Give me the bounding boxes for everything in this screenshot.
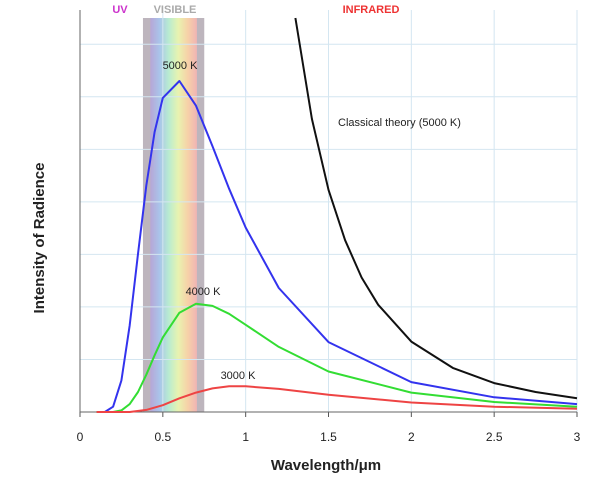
series-label: 5000 K xyxy=(163,60,199,72)
visible-spectrum xyxy=(150,18,197,412)
x-axis-title: Wavelength/μm xyxy=(271,457,381,474)
x-tick-label: 0 xyxy=(77,430,84,444)
series-label: 3000 K xyxy=(221,370,257,382)
series-label: Classical theory (5000 K) xyxy=(338,117,461,129)
region-label: UV xyxy=(112,4,128,16)
x-tick-label: 3 xyxy=(574,430,581,444)
series-line xyxy=(96,302,578,413)
region-label: INFRARED xyxy=(343,4,400,16)
region-label: VISIBLE xyxy=(154,4,197,16)
x-tick-label: 1 xyxy=(242,430,249,444)
y-axis-title: Intensity of Radience xyxy=(31,163,48,314)
x-tick-label: 1.5 xyxy=(320,430,337,444)
x-tick-label: 2 xyxy=(408,430,415,444)
series-line xyxy=(294,17,578,400)
series-line xyxy=(96,385,578,413)
series-line xyxy=(96,80,578,413)
series-label: 4000 K xyxy=(186,286,222,298)
x-tick-label: 0.5 xyxy=(154,430,171,444)
x-tick-label: 2.5 xyxy=(486,430,503,444)
